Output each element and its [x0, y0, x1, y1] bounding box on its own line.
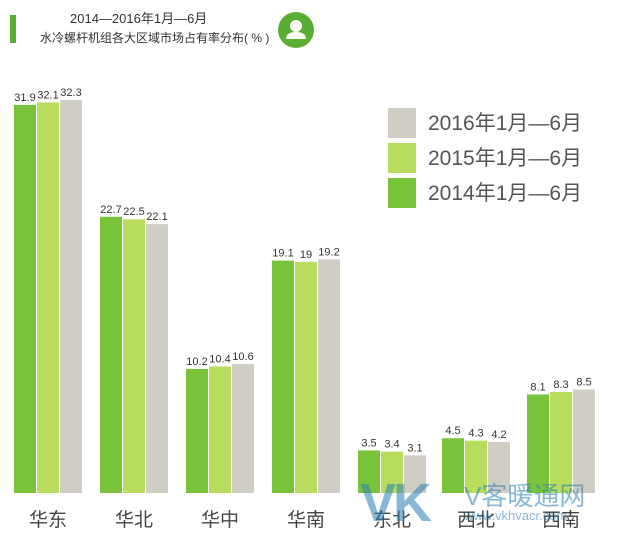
- accent-bar: [10, 15, 16, 43]
- legend-label: 2015年1月—6月: [428, 147, 582, 170]
- category-label: 华中: [201, 509, 239, 531]
- watermark-logo: VK: [360, 473, 432, 533]
- chart-header: 2014—2016年1月—6月 水冷螺杆机组各大区域市场占有率分布( % ): [0, 0, 624, 60]
- bar: [37, 102, 59, 493]
- data-label: 3.1: [407, 442, 422, 454]
- user-icon[interactable]: [278, 12, 314, 48]
- legend-label: 2014年1月—6月: [428, 182, 582, 205]
- data-label: 22.5: [123, 206, 144, 218]
- bar: [186, 368, 208, 493]
- legend-swatch: [388, 178, 416, 208]
- bar: [272, 260, 294, 493]
- bar: [209, 366, 231, 493]
- data-label: 3.4: [384, 439, 399, 451]
- data-label: 10.2: [186, 356, 207, 368]
- bar: [573, 389, 595, 493]
- category-label: 西南: [542, 509, 580, 531]
- category-label: 华东: [29, 509, 67, 531]
- bar: [14, 104, 36, 493]
- category-label: 西北: [457, 509, 495, 531]
- category-label: 华北: [115, 509, 153, 531]
- data-label: 10.4: [209, 353, 230, 365]
- data-label: 22.7: [100, 204, 121, 216]
- bar: [60, 100, 82, 493]
- data-label: 3.5: [361, 437, 376, 449]
- data-label: 19: [300, 249, 312, 261]
- data-label: 19.1: [272, 248, 293, 260]
- data-label: 32.1: [37, 89, 58, 101]
- bar: [404, 455, 426, 493]
- category-label: 华南: [287, 509, 325, 531]
- bar: [232, 364, 254, 493]
- data-label: 8.5: [576, 377, 591, 389]
- watermark-url: www.vkhvacr.com: [464, 508, 568, 523]
- data-label: 4.2: [491, 429, 506, 441]
- bar: [100, 216, 122, 494]
- data-label: 31.9: [14, 92, 35, 104]
- legend-swatch: [388, 143, 416, 173]
- data-label: 19.2: [318, 246, 339, 258]
- bar: [318, 259, 340, 493]
- data-label: 10.6: [232, 351, 253, 363]
- data-label: 8.3: [553, 379, 568, 391]
- bar: [442, 438, 464, 493]
- category-label: 东北: [373, 509, 411, 531]
- legend-swatch: [388, 108, 416, 138]
- data-label: 8.1: [530, 381, 545, 393]
- chart-title-line1: 2014—2016年1月—6月: [70, 11, 208, 26]
- bar: [146, 224, 168, 493]
- data-label: 4.3: [468, 428, 483, 440]
- chart-title-line2: 水冷螺杆机组各大区域市场占有率分布( % ): [40, 31, 270, 45]
- bar: [550, 392, 572, 493]
- bar: [123, 219, 145, 493]
- data-label: 4.5: [445, 425, 460, 437]
- bar: [527, 394, 549, 493]
- user-icon-glyph: [286, 20, 306, 39]
- bar: [381, 451, 403, 493]
- bar: [295, 261, 317, 493]
- legend-label: 2016年1月—6月: [428, 112, 582, 135]
- bar: [465, 440, 487, 493]
- watermark-name: V客暖通网: [464, 481, 586, 511]
- bar: [358, 450, 380, 493]
- bar: [488, 441, 510, 493]
- data-label: 22.1: [146, 211, 167, 223]
- watermark: VK V客暖通网 www.vkhvacr.com: [360, 472, 620, 542]
- data-label: 32.3: [60, 87, 81, 99]
